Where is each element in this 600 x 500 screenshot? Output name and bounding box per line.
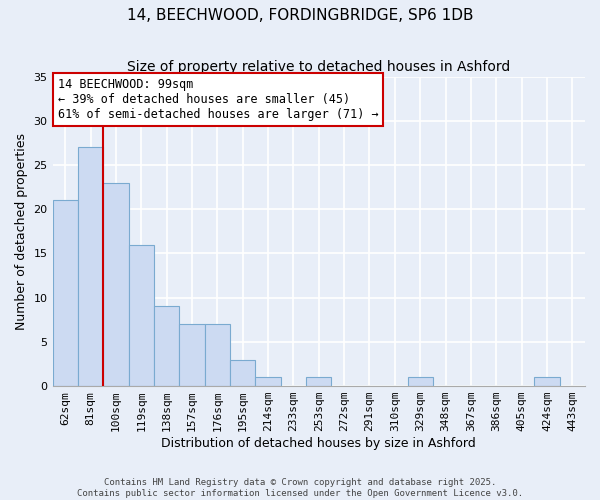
- Bar: [179, 324, 205, 386]
- Bar: [154, 306, 179, 386]
- X-axis label: Distribution of detached houses by size in Ashford: Distribution of detached houses by size …: [161, 437, 476, 450]
- Y-axis label: Number of detached properties: Number of detached properties: [15, 133, 28, 330]
- Bar: [78, 148, 103, 386]
- Bar: [256, 377, 281, 386]
- Text: 14, BEECHWOOD, FORDINGBRIDGE, SP6 1DB: 14, BEECHWOOD, FORDINGBRIDGE, SP6 1DB: [127, 8, 473, 22]
- Bar: [534, 377, 560, 386]
- Bar: [53, 200, 78, 386]
- Bar: [103, 182, 128, 386]
- Text: 14 BEECHWOOD: 99sqm
← 39% of detached houses are smaller (45)
61% of semi-detach: 14 BEECHWOOD: 99sqm ← 39% of detached ho…: [58, 78, 379, 121]
- Bar: [407, 377, 433, 386]
- Bar: [128, 244, 154, 386]
- Text: Contains HM Land Registry data © Crown copyright and database right 2025.
Contai: Contains HM Land Registry data © Crown c…: [77, 478, 523, 498]
- Bar: [306, 377, 331, 386]
- Bar: [205, 324, 230, 386]
- Title: Size of property relative to detached houses in Ashford: Size of property relative to detached ho…: [127, 60, 511, 74]
- Bar: [230, 360, 256, 386]
